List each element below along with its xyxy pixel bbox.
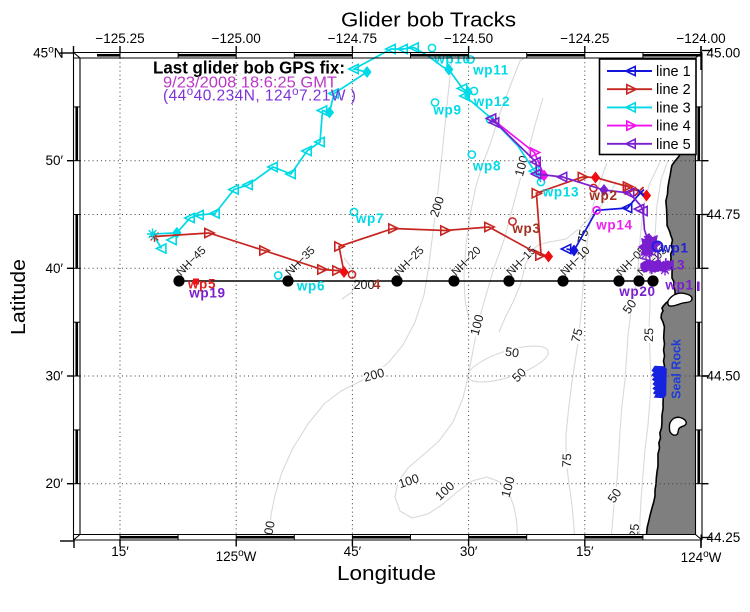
svg-text:−125.00: −125.00: [212, 31, 261, 46]
svg-text:Longitude: Longitude: [337, 563, 436, 585]
svg-text:15′: 15′: [111, 544, 129, 559]
svg-text:wp1: wp1: [659, 241, 688, 256]
svg-text:44.50: 44.50: [707, 369, 741, 384]
svg-text:30′: 30′: [45, 369, 63, 384]
svg-text:45oN: 45oN: [33, 45, 63, 61]
svg-text:40′: 40′: [45, 261, 63, 276]
svg-text:4: 4: [373, 277, 381, 292]
svg-text:wp13: wp13: [542, 185, 580, 200]
svg-text:25: 25: [642, 328, 656, 342]
svg-text:−124.00: −124.00: [676, 31, 725, 46]
svg-text:wp14: wp14: [595, 218, 633, 233]
svg-text:wp1: wp1: [664, 278, 693, 293]
svg-text:100: 100: [499, 475, 518, 499]
svg-text:200: 200: [354, 278, 375, 292]
svg-text:wp10: wp10: [433, 52, 471, 67]
svg-text:Seal Rock: Seal Rock: [670, 339, 684, 399]
svg-text:wp20: wp20: [618, 284, 656, 299]
svg-text:wp3: wp3: [511, 221, 540, 236]
svg-text:wp6: wp6: [296, 279, 325, 294]
svg-text:100: 100: [397, 471, 421, 491]
svg-text:wp7: wp7: [355, 211, 384, 226]
svg-text:Glider bob Tracks: Glider bob Tracks: [341, 9, 516, 31]
svg-text:44.75: 44.75: [707, 207, 741, 222]
svg-text:30′: 30′: [460, 544, 478, 559]
svg-text:wp2: wp2: [588, 188, 617, 203]
svg-text:9/23/2008 18:6:25 GMT: 9/23/2008 18:6:25 GMT: [163, 74, 337, 91]
svg-text:50′: 50′: [45, 153, 63, 168]
svg-text:line 1: line 1: [656, 64, 691, 80]
svg-text:wp12: wp12: [473, 94, 511, 109]
svg-text:125oW: 125oW: [216, 548, 257, 564]
svg-text:line 5: line 5: [656, 137, 691, 153]
svg-text:wp8: wp8: [472, 159, 501, 174]
svg-text:wp5: wp5: [187, 277, 216, 292]
svg-text:75: 75: [575, 228, 591, 244]
svg-text:line 3: line 3: [656, 100, 691, 116]
svg-text:124oW: 124oW: [681, 549, 722, 565]
svg-text:25: 25: [627, 523, 642, 538]
svg-text:45′: 45′: [344, 544, 362, 559]
svg-text:wp9: wp9: [432, 103, 461, 118]
svg-text:20′: 20′: [45, 476, 63, 491]
svg-text:50: 50: [504, 345, 520, 361]
svg-text:13: 13: [669, 258, 685, 273]
svg-text:45.00: 45.00: [707, 46, 741, 61]
svg-text:200: 200: [260, 520, 277, 543]
svg-text:−124.25: −124.25: [560, 31, 609, 46]
svg-text:Last glider bob GPS fix:: Last glider bob GPS fix:: [153, 58, 345, 78]
svg-text:44.25: 44.25: [707, 530, 741, 545]
svg-text:−124.50: −124.50: [444, 31, 493, 46]
svg-text:100: 100: [468, 313, 487, 337]
svg-text:line 4: line 4: [656, 119, 691, 135]
svg-text:line 2: line 2: [656, 82, 691, 98]
svg-text:75: 75: [560, 453, 574, 467]
svg-text:200: 200: [427, 195, 447, 219]
svg-text:−124.75: −124.75: [328, 31, 377, 46]
svg-text:(44o40.234N, 124o7.21W ): (44o40.234N, 124o7.21W ): [163, 86, 356, 105]
svg-text:200: 200: [362, 366, 386, 385]
svg-text:50: 50: [620, 297, 639, 316]
svg-text:Latitude: Latitude: [8, 259, 30, 335]
svg-text:−125.25: −125.25: [95, 31, 144, 46]
svg-text:15′: 15′: [576, 544, 594, 559]
svg-text:wp19: wp19: [188, 286, 226, 301]
svg-text:50: 50: [605, 486, 624, 505]
svg-text:wp11: wp11: [472, 63, 509, 78]
svg-text:75: 75: [569, 327, 586, 344]
